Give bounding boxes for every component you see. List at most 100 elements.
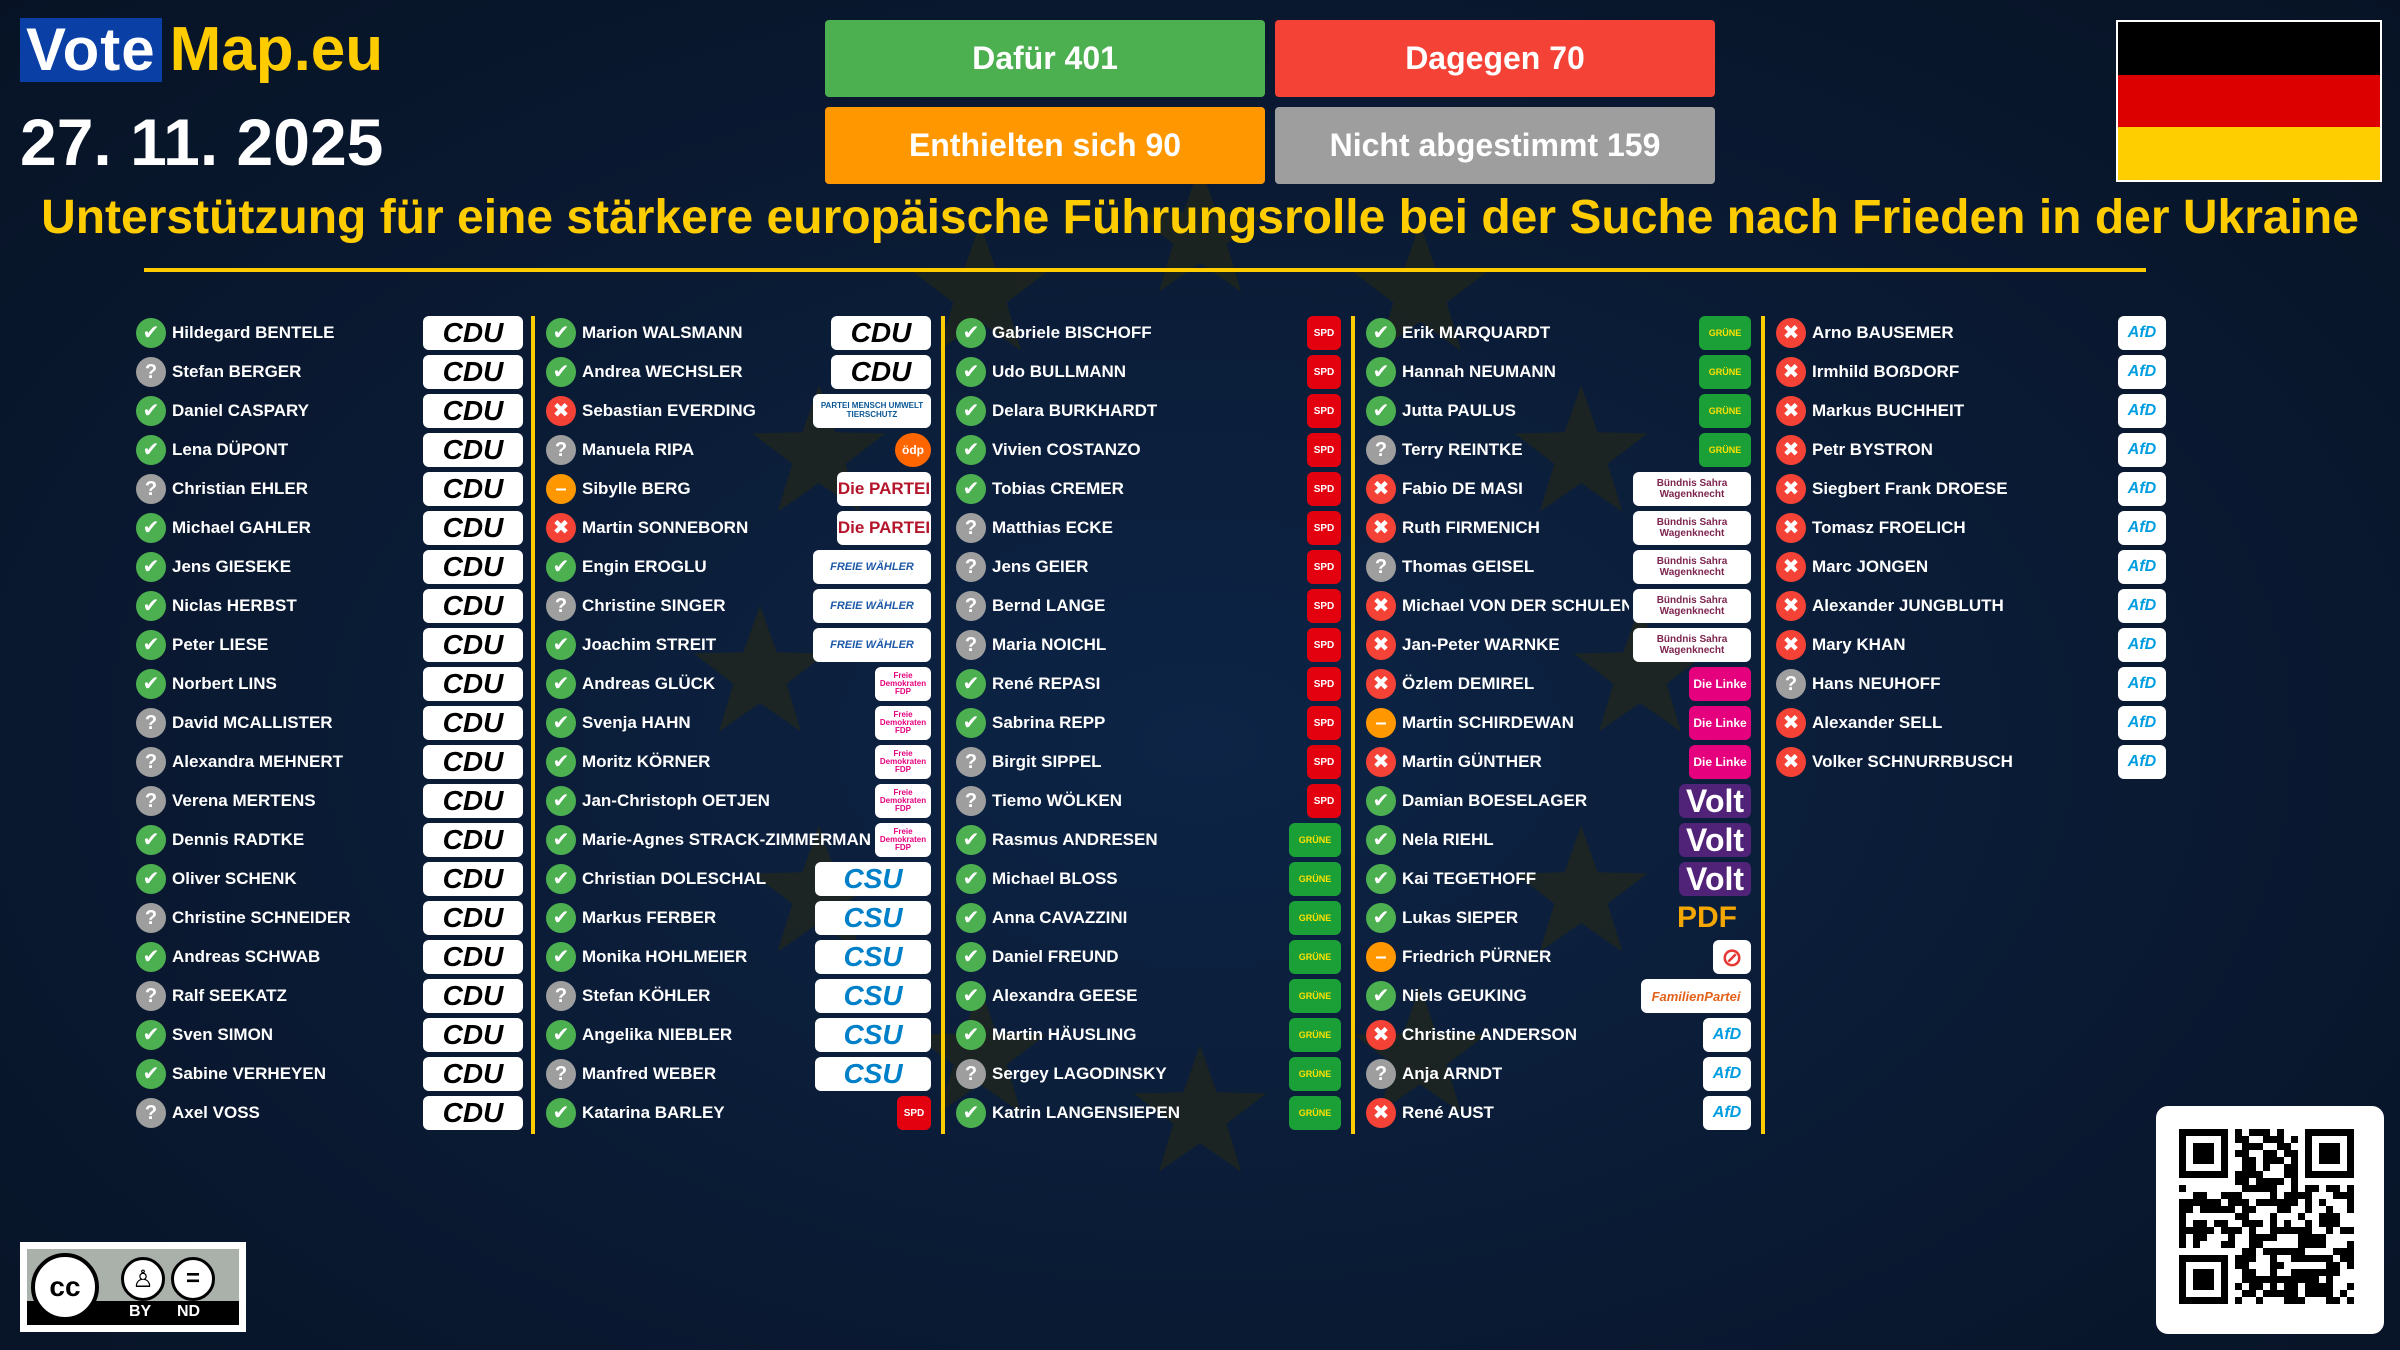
mep-row[interactable]: ? Anja ARNDT AfD [1366,1057,1751,1091]
mep-row[interactable]: ✔ Nela RIEHL Volt [1366,823,1751,857]
mep-row[interactable]: ✔ Niels GEUKING FamilienPartei [1366,979,1751,1013]
mep-row[interactable]: ✖ Marc JONGEN AfD [1776,550,2166,584]
mep-row[interactable]: ✖ Ruth FIRMENICH Bündnis Sahra Wagenknecht [1366,511,1751,545]
mep-row[interactable]: ? Tiemo WÖLKEN SPD [956,784,1341,818]
mep-row[interactable]: ✔ Gabriele BISCHOFF SPD [956,316,1341,350]
mep-row[interactable]: ? Stefan BERGER CDU [136,355,523,389]
mep-row[interactable]: ? Birgit SIPPEL SPD [956,745,1341,779]
mep-row[interactable]: ✔ Andrea WECHSLER CDU [546,355,931,389]
mep-row[interactable]: ? Ralf SEEKATZ CDU [136,979,523,1013]
mep-row[interactable]: ✖ René AUST AfD [1366,1096,1751,1130]
mep-row[interactable]: ? Terry REINTKE GRÜNE [1366,433,1751,467]
mep-row[interactable]: ✔ Sabine VERHEYEN CDU [136,1057,523,1091]
mep-row[interactable]: ✔ Marie-Agnes STRACK-ZIMMERMANN Freie Demo… [546,823,931,857]
mep-row[interactable]: ✔ Jan-Christoph OETJEN Freie Demokraten FD… [546,784,931,818]
mep-row[interactable]: ? Alexandra MEHNERT CDU [136,745,523,779]
mep-row[interactable]: ✔ Katrin LANGENSIEPEN GRÜNE [956,1096,1341,1130]
mep-row[interactable]: ✖ Jan-Peter WARNKE Bündnis Sahra Wagenknec… [1366,628,1751,662]
mep-row[interactable]: ✔ Andreas GLÜCK Freie Demokraten FDP [546,667,931,701]
mep-row[interactable]: ? Sergey LAGODINSKY GRÜNE [956,1057,1341,1091]
mep-row[interactable]: – Sibylle BERG Die PARTEI [546,472,931,506]
mep-row[interactable]: ? Verena MERTENS CDU [136,784,523,818]
mep-row[interactable]: ✔ Niclas HERBST CDU [136,589,523,623]
mep-row[interactable]: ✖ Mary KHAN AfD [1776,628,2166,662]
mep-row[interactable]: ✖ Tomasz FROELICH AfD [1776,511,2166,545]
mep-row[interactable]: ✖ Özlem DEMIREL Die Linke [1366,667,1751,701]
mep-row[interactable]: ✔ Delara BURKHARDT SPD [956,394,1341,428]
mep-row[interactable]: ✔ René REPASI SPD [956,667,1341,701]
mep-row[interactable]: ✔ Daniel FREUND GRÜNE [956,940,1341,974]
mep-row[interactable]: ✔ Joachim STREIT FREIE WÄHLER [546,628,931,662]
mep-row[interactable]: ✖ Christine ANDERSON AfD [1366,1018,1751,1052]
mep-row[interactable]: ? Christian EHLER CDU [136,472,523,506]
mep-row[interactable]: ✔ Svenja HAHN Freie Demokraten FDP [546,706,931,740]
mep-row[interactable]: ? Stefan KÖHLER CSU [546,979,931,1013]
mep-row[interactable]: ✔ Katarina BARLEY SPD [546,1096,931,1130]
mep-row[interactable]: ✖ Markus BUCHHEIT AfD [1776,394,2166,428]
mep-row[interactable]: ? Christine SCHNEIDER CDU [136,901,523,935]
qr-code[interactable] [2156,1106,2384,1334]
mep-row[interactable]: ? Maria NOICHL SPD [956,628,1341,662]
mep-row[interactable]: ✔ Monika HOHLMEIER CSU [546,940,931,974]
mep-row[interactable]: ✔ Michael BLOSS GRÜNE [956,862,1341,896]
mep-row[interactable]: ✖ Irmhild BOẞDORF AfD [1776,355,2166,389]
mep-row[interactable]: ✔ Andreas SCHWAB CDU [136,940,523,974]
mep-row[interactable]: ✔ Marion WALSMANN CDU [546,316,931,350]
mep-row[interactable]: ✔ Hannah NEUMANN GRÜNE [1366,355,1751,389]
mep-row[interactable]: ✔ Daniel CASPARY CDU [136,394,523,428]
mep-row[interactable]: ? Axel VOSS CDU [136,1096,523,1130]
mep-row[interactable]: ✖ Siegbert Frank DROESE AfD [1776,472,2166,506]
mep-row[interactable]: ✔ Alexandra GEESE GRÜNE [956,979,1341,1013]
mep-row[interactable]: ✔ Christian DOLESCHAL CSU [546,862,931,896]
mep-row[interactable]: ✔ Peter LIESE CDU [136,628,523,662]
mep-row[interactable]: ✔ Hildegard BENTELE CDU [136,316,523,350]
mep-row[interactable]: ✔ Martin HÄUSLING GRÜNE [956,1018,1341,1052]
mep-row[interactable]: ? Thomas GEISEL Bündnis Sahra Wagenknecht [1366,550,1751,584]
mep-row[interactable]: – Martin SCHIRDEWAN Die Linke [1366,706,1751,740]
mep-row[interactable]: ✖ Michael VON DER SCHULENBURG Bündnis Sahr… [1366,589,1751,623]
mep-row[interactable]: ✔ Kai TEGETHOFF Volt [1366,862,1751,896]
mep-row[interactable]: – Friedrich PÜRNER ⊘ [1366,940,1751,974]
mep-row[interactable]: ✔ Sven SIMON CDU [136,1018,523,1052]
mep-row[interactable]: ✔ Sabrina REPP SPD [956,706,1341,740]
mep-row[interactable]: ✔ Michael GAHLER CDU [136,511,523,545]
cc-license-badge[interactable]: cc ♙ = BY ND [20,1242,246,1332]
mep-row[interactable]: ✔ Jutta PAULUS GRÜNE [1366,394,1751,428]
mep-row[interactable]: ✖ Volker SCHNURRBUSCH AfD [1776,745,2166,779]
mep-row[interactable]: ? Jens GEIER SPD [956,550,1341,584]
mep-row[interactable]: ✔ Anna CAVAZZINI GRÜNE [956,901,1341,935]
mep-row[interactable]: ? Bernd LANGE SPD [956,589,1341,623]
mep-row[interactable]: ✔ Norbert LINS CDU [136,667,523,701]
mep-row[interactable]: ✖ Fabio DE MASI Bündnis Sahra Wagenknecht [1366,472,1751,506]
mep-row[interactable]: ✔ Tobias CREMER SPD [956,472,1341,506]
mep-row[interactable]: ✖ Martin SONNEBORN Die PARTEI [546,511,931,545]
mep-row[interactable]: ✔ Jens GIESEKE CDU [136,550,523,584]
mep-row[interactable]: ✔ Vivien COSTANZO SPD [956,433,1341,467]
mep-row[interactable]: ? Hans NEUHOFF AfD [1776,667,2166,701]
mep-row[interactable]: ✖ Sebastian EVERDING PARTEI MENSCH UMWELT … [546,394,931,428]
mep-row[interactable]: ✖ Martin GÜNTHER Die Linke [1366,745,1751,779]
mep-row[interactable]: ✖ Petr BYSTRON AfD [1776,433,2166,467]
mep-row[interactable]: ✖ Arno BAUSEMER AfD [1776,316,2166,350]
mep-row[interactable]: ? Christine SINGER FREIE WÄHLER [546,589,931,623]
site-logo[interactable]: Vote Map.eu [20,18,383,82]
mep-row[interactable]: ✔ Engin EROGLU FREIE WÄHLER [546,550,931,584]
mep-row[interactable]: ✔ Markus FERBER CSU [546,901,931,935]
mep-row[interactable]: ✖ Alexander SELL AfD [1776,706,2166,740]
mep-row[interactable]: ? Manuela RIPA ödp [546,433,931,467]
mep-row[interactable]: ✔ Rasmus ANDRESEN GRÜNE [956,823,1341,857]
mep-row[interactable]: ✔ Damian BOESELAGER Volt [1366,784,1751,818]
mep-row[interactable]: ✔ Lukas SIEPER PDF [1366,901,1751,935]
qr-module [2270,1290,2277,1297]
mep-row[interactable]: ✔ Dennis RADTKE CDU [136,823,523,857]
mep-row[interactable]: ✔ Moritz KÖRNER Freie Demokraten FDP [546,745,931,779]
mep-row[interactable]: ✔ Udo BULLMANN SPD [956,355,1341,389]
mep-row[interactable]: ✔ Erik MARQUARDT GRÜNE [1366,316,1751,350]
mep-row[interactable]: ✖ Alexander JUNGBLUTH AfD [1776,589,2166,623]
mep-row[interactable]: ? Matthias ECKE SPD [956,511,1341,545]
mep-row[interactable]: ✔ Oliver SCHENK CDU [136,862,523,896]
mep-row[interactable]: ? David MCALLISTER CDU [136,706,523,740]
mep-row[interactable]: ? Manfred WEBER CSU [546,1057,931,1091]
mep-row[interactable]: ✔ Angelika NIEBLER CSU [546,1018,931,1052]
mep-row[interactable]: ✔ Lena DÜPONT CDU [136,433,523,467]
